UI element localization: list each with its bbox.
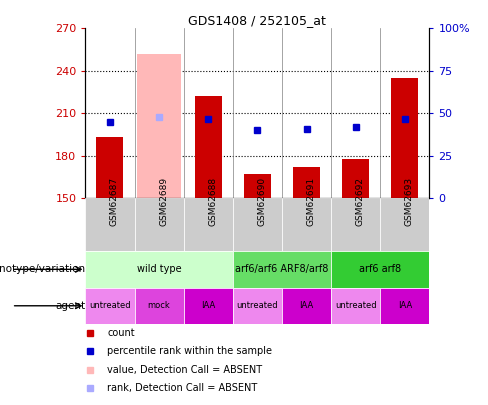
- Bar: [233, 198, 282, 251]
- Text: IAA: IAA: [201, 301, 215, 310]
- Bar: [380, 198, 429, 251]
- Bar: [282, 288, 331, 324]
- Bar: [331, 288, 380, 324]
- Bar: [195, 96, 222, 198]
- Text: GSM62691: GSM62691: [306, 177, 316, 226]
- Text: percentile rank within the sample: percentile rank within the sample: [107, 346, 272, 356]
- Text: GSM62690: GSM62690: [258, 177, 266, 226]
- Bar: [137, 54, 181, 198]
- Text: untreated: untreated: [237, 301, 278, 310]
- Bar: [183, 198, 233, 251]
- Text: value, Detection Call = ABSENT: value, Detection Call = ABSENT: [107, 364, 263, 375]
- Text: arf6/arf6 ARF8/arf8: arf6/arf6 ARF8/arf8: [235, 264, 329, 274]
- Bar: [183, 288, 233, 324]
- Bar: [293, 167, 320, 198]
- Bar: [85, 288, 135, 324]
- Text: GSM62688: GSM62688: [208, 177, 217, 226]
- Bar: [331, 198, 380, 251]
- Text: arf6 arf8: arf6 arf8: [359, 264, 401, 274]
- Title: GDS1408 / 252105_at: GDS1408 / 252105_at: [188, 14, 326, 27]
- Text: untreated: untreated: [89, 301, 131, 310]
- Bar: [244, 174, 271, 198]
- Bar: [233, 251, 331, 288]
- Bar: [282, 198, 331, 251]
- Text: count: count: [107, 328, 135, 338]
- Text: GSM62693: GSM62693: [405, 177, 414, 226]
- Bar: [391, 78, 418, 198]
- Text: wild type: wild type: [137, 264, 182, 274]
- Bar: [135, 288, 183, 324]
- Text: IAA: IAA: [398, 301, 412, 310]
- Bar: [135, 198, 183, 251]
- Text: GSM62687: GSM62687: [110, 177, 119, 226]
- Bar: [342, 159, 369, 198]
- Text: genotype/variation: genotype/variation: [0, 264, 85, 274]
- Bar: [85, 251, 233, 288]
- Bar: [331, 251, 429, 288]
- Text: untreated: untreated: [335, 301, 377, 310]
- Bar: [97, 137, 123, 198]
- Text: agent: agent: [55, 301, 85, 311]
- Text: IAA: IAA: [300, 301, 314, 310]
- Bar: [233, 288, 282, 324]
- Bar: [380, 288, 429, 324]
- Text: mock: mock: [148, 301, 170, 310]
- Text: GSM62689: GSM62689: [159, 177, 168, 226]
- Bar: [85, 198, 135, 251]
- Text: GSM62692: GSM62692: [356, 177, 365, 226]
- Text: rank, Detection Call = ABSENT: rank, Detection Call = ABSENT: [107, 383, 258, 393]
